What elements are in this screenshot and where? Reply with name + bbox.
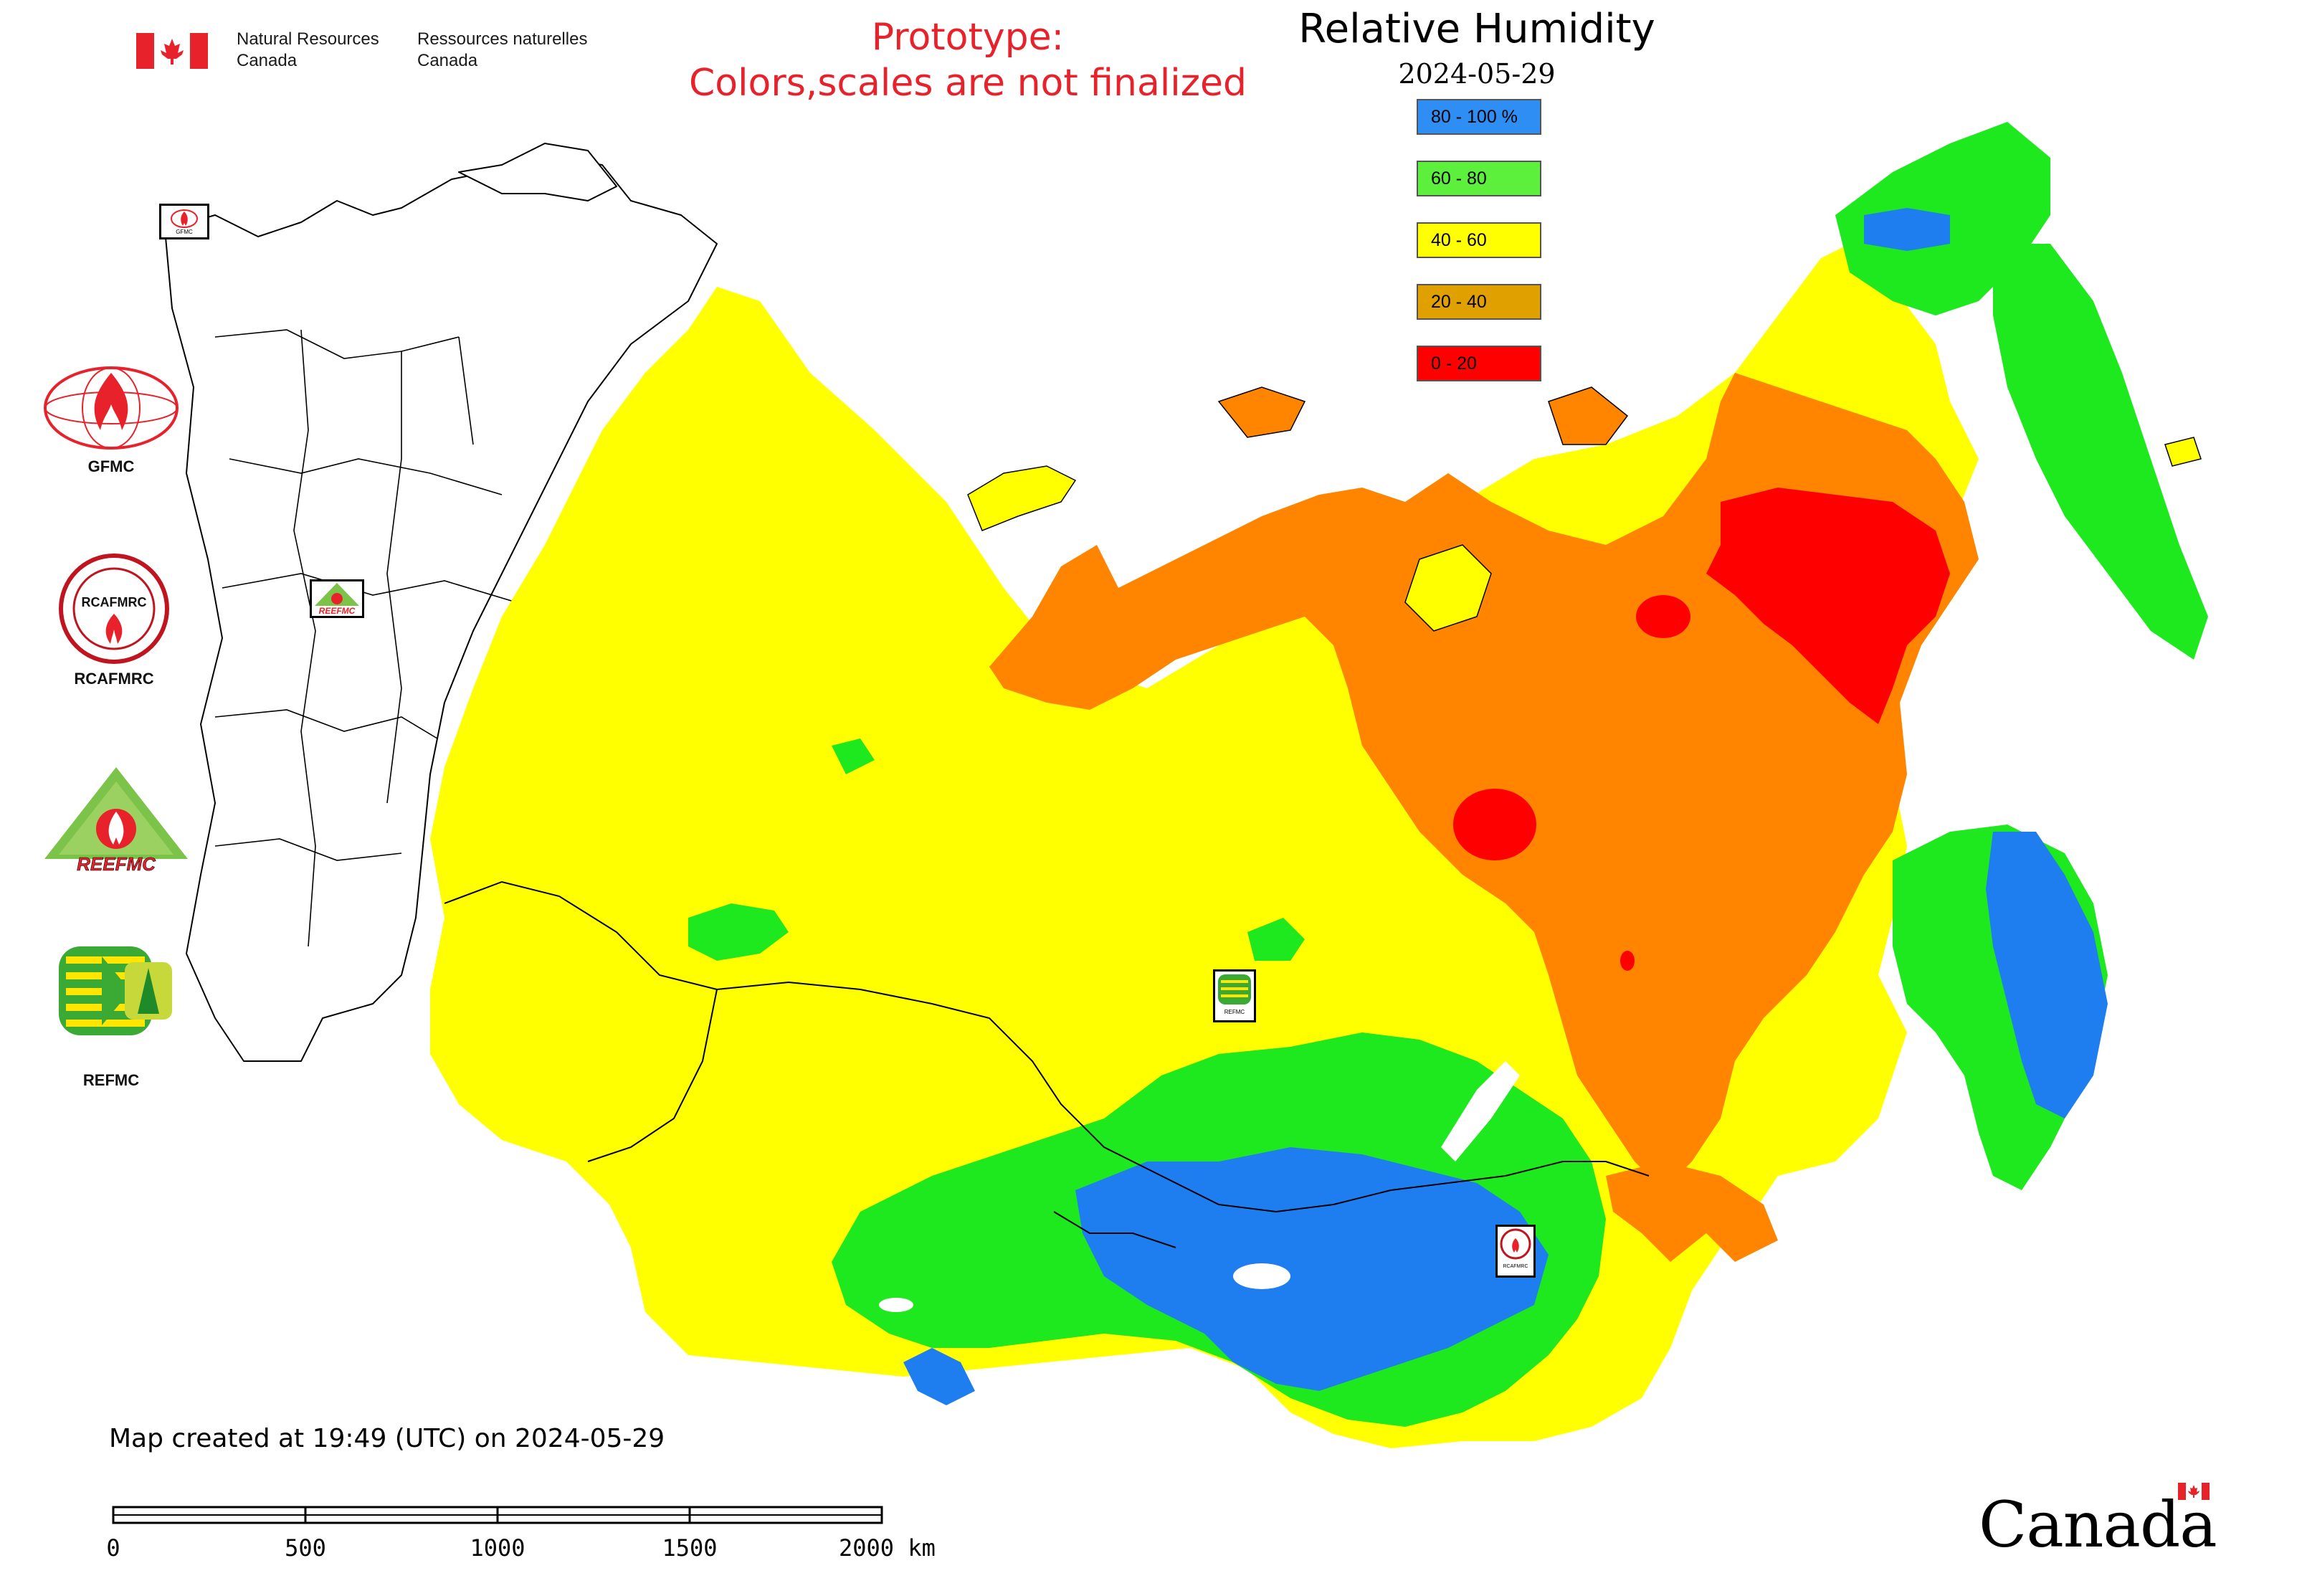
- humidity-yellow-base: [430, 237, 1979, 1448]
- legend-label: 60 - 80: [1431, 168, 1487, 189]
- rcafmrc-logo: RCAFMRC: [59, 554, 169, 664]
- legend-label: 80 - 100 %: [1431, 107, 1518, 127]
- legend-item-40-60: 40 - 60: [1417, 222, 1541, 258]
- legend-label: 40 - 60: [1431, 230, 1487, 250]
- europe-internal-borders: [214, 329, 517, 947]
- department-fr-line2: Canada: [417, 51, 478, 70]
- international-borders: [444, 880, 1650, 1248]
- legend-title: Relative Humidity: [1298, 6, 1655, 52]
- department-en-line2: Canada: [237, 51, 298, 70]
- department-en-line1: Natural Resources: [237, 29, 379, 49]
- canada-wordmark-text: Canada: [1979, 1488, 2217, 1562]
- canada-wordmark-flag-icon: [2178, 1483, 2210, 1500]
- refmc-logo: [59, 946, 172, 1035]
- legend-label: 20 - 40: [1431, 292, 1487, 312]
- rcafmrc-caption: RCAFMRC: [74, 670, 154, 688]
- rcafmrc-marker-text: RCAFMRC: [1503, 1264, 1528, 1269]
- gfmc-caption: GFMC: [87, 457, 135, 475]
- warning-line2: Colors,scales are not finalized: [688, 62, 1247, 105]
- legend-item-80-100: 80 - 100 %: [1417, 99, 1541, 135]
- rcafmrc-map-marker: RCAFMRC: [1495, 1225, 1536, 1278]
- legend-label: 0 - 20: [1431, 353, 1477, 374]
- legend-item-20-40: 20 - 40: [1417, 284, 1541, 320]
- humidity-blue-regions: [903, 208, 2108, 1405]
- scale-label-0: 0: [106, 1534, 120, 1562]
- canada-wordmark: Canada: [1979, 1483, 2230, 1562]
- scale-label-1000: 1000: [470, 1534, 525, 1562]
- gfmc-marker-icon: [171, 209, 198, 228]
- gfmc-map-marker: GFMC: [159, 204, 209, 239]
- refmc-map-marker: REFMC: [1213, 969, 1256, 1022]
- reefmc-logo: REEFMC: [44, 767, 188, 873]
- reefmc-map-marker: REEFMC: [310, 579, 364, 618]
- refmc-marker-text: REFMC: [1224, 1009, 1245, 1015]
- humidity-red-regions: [1453, 488, 1950, 971]
- rcafmrc-seal-text: RCAFMRC: [82, 595, 147, 609]
- reefmc-wordmark: REEFMC: [77, 853, 156, 873]
- department-fr-line1: Ressources naturelles: [417, 29, 588, 49]
- rcafmrc-marker-icon: [1500, 1228, 1531, 1260]
- reefmc-marker-icon: [315, 583, 359, 606]
- europe-outline: [164, 143, 718, 1062]
- scale-label-2000-km: 2000 km: [839, 1534, 936, 1562]
- scale-bar: 0 500 1000 1500 2000 km: [106, 1504, 968, 1576]
- gfmc-logo: [44, 366, 179, 450]
- map-created-timestamp: Map created at 19:49 (UTC) on 2024-05-29: [109, 1424, 665, 1453]
- department-name-fr: Ressources naturelles Canada: [417, 29, 604, 72]
- scale-label-500: 500: [285, 1534, 326, 1562]
- reefmc-marker-text: REEFMC: [318, 606, 356, 616]
- warning-line1: Prototype:: [871, 16, 1065, 59]
- scale-label-1500: 1500: [662, 1534, 718, 1562]
- legend-item-60-80: 60 - 80: [1417, 161, 1541, 196]
- prototype-warning: Prototype: Colors,scales are not finaliz…: [645, 14, 1290, 106]
- refmc-marker-icon: [1218, 974, 1251, 1004]
- water-bodies: [879, 1061, 1520, 1415]
- legend-date: 2024-05-29: [1398, 58, 1556, 90]
- canada-flag-icon: [136, 33, 208, 69]
- scale-bar-graphic: [112, 1506, 883, 1524]
- arctic-islands: [967, 386, 2202, 632]
- nrcan-signature: Natural Resources Canada Ressources natu…: [136, 29, 609, 79]
- legend-item-0-20: 0 - 20: [1417, 346, 1541, 381]
- refmc-caption: REFMC: [82, 1071, 140, 1089]
- department-name-en: Natural Resources Canada: [237, 29, 416, 72]
- gfmc-marker-text: GFMC: [176, 229, 193, 235]
